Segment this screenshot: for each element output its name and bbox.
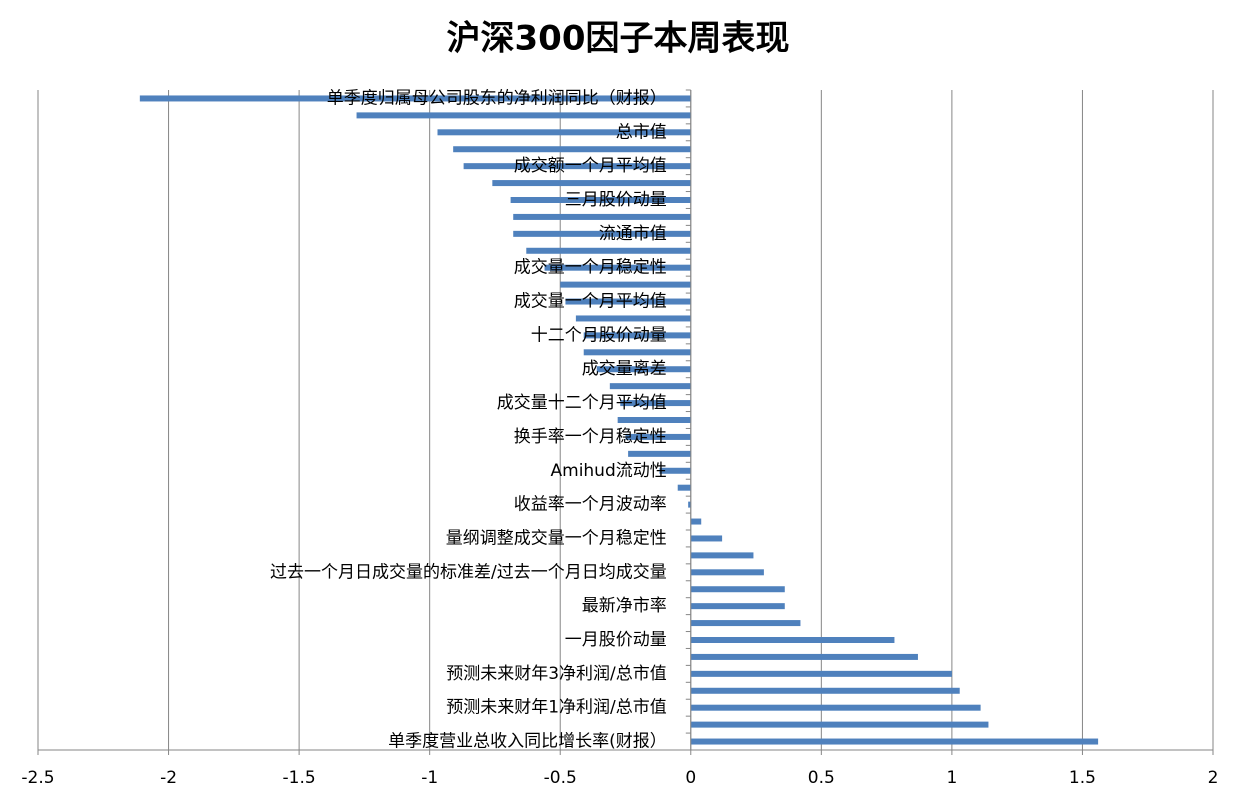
- x-tick-label: 1: [946, 768, 957, 788]
- bar: [513, 230, 691, 237]
- x-tick-label: 0.5: [808, 768, 835, 788]
- y-tick-label: 三月股价动量: [565, 190, 667, 210]
- y-tick-label: Amihud流动性: [551, 461, 667, 481]
- bar: [690, 518, 702, 525]
- bar: [437, 129, 691, 136]
- bar: [690, 704, 981, 711]
- y-tick-label: 收益率一个月波动率: [514, 495, 667, 515]
- bar: [690, 637, 895, 643]
- y-tick-label: 一月股价动量: [565, 630, 667, 650]
- bar: [677, 484, 691, 491]
- bar: [560, 281, 691, 288]
- chart-title: 沪深300因子本周表现: [447, 19, 790, 59]
- y-tick-label: 成交量一个月稳定性: [514, 258, 667, 278]
- y-tick-label: 单季度归属母公司股东的净利润同比（财报）: [327, 88, 667, 108]
- bar: [513, 213, 691, 220]
- bar: [690, 687, 960, 694]
- bar: [609, 383, 691, 390]
- bar: [617, 417, 691, 423]
- y-tick-label: 换手率一个月稳定性: [514, 427, 667, 447]
- y-tick-label: 预测未来财年3净利润/总市值: [446, 664, 667, 684]
- bar: [690, 569, 764, 576]
- bar: [526, 247, 691, 254]
- y-tick-label: 量纲调整成交量一个月稳定性: [446, 528, 667, 548]
- x-tick-label: 2: [1208, 768, 1219, 788]
- bar: [690, 535, 723, 542]
- x-tick-label: 1.5: [1069, 768, 1096, 788]
- bar: [139, 95, 691, 102]
- bar: [453, 146, 691, 153]
- bar: [625, 433, 691, 440]
- bar: [690, 721, 989, 728]
- bar: [596, 366, 691, 373]
- bar: [690, 552, 754, 559]
- x-tick-label: -1: [421, 768, 438, 788]
- y-tick-label: 最新净市率: [582, 596, 667, 616]
- x-tick-label: -2: [160, 768, 177, 788]
- y-tick-label: 单季度营业总收入同比增长率(财报）: [388, 732, 667, 752]
- y-tick-label: 流通市值: [599, 224, 667, 244]
- bar: [356, 112, 691, 119]
- bar: [688, 501, 691, 508]
- y-tick-label: 成交量十二个月平均值: [497, 393, 667, 413]
- bar: [659, 467, 691, 474]
- x-tick-label: -0.5: [544, 768, 577, 788]
- bar: [690, 620, 801, 627]
- y-tick-label: 十二个月股价动量: [531, 325, 667, 345]
- bar: [628, 450, 691, 457]
- bar: [544, 264, 691, 271]
- y-tick-label: 总市值: [616, 122, 667, 142]
- x-tick-label: 0: [685, 768, 696, 788]
- bar: [620, 400, 691, 407]
- y-tick-label: 预测未来财年1净利润/总市值: [446, 698, 667, 718]
- bar: [575, 315, 691, 322]
- y-tick-label: 成交额一个月平均值: [514, 156, 667, 176]
- bar: [510, 197, 691, 203]
- bar: [690, 670, 952, 677]
- bar: [583, 349, 691, 356]
- bar: [690, 603, 785, 610]
- y-tick-label: 成交量离差: [582, 359, 667, 379]
- y-tick-label: 成交量一个月平均值: [514, 292, 667, 312]
- bar: [690, 653, 918, 660]
- bar: [463, 163, 691, 170]
- bar: [690, 738, 1099, 745]
- bar: [690, 586, 785, 593]
- y-tick-label: 过去一个月日成交量的标准差/过去一个月日均成交量: [270, 562, 667, 582]
- bar: [565, 298, 691, 305]
- bar: [492, 180, 691, 187]
- x-tick-label: -2.5: [21, 768, 54, 788]
- bar: [583, 332, 691, 339]
- x-tick-label: -1.5: [283, 768, 316, 788]
